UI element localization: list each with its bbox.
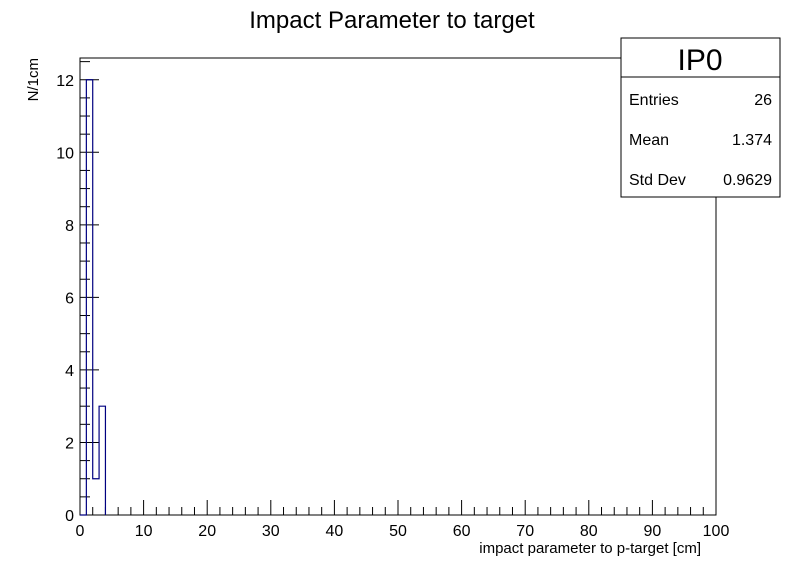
stats-entries-label: Entries <box>629 92 679 109</box>
x-tick-label: 60 <box>453 523 471 540</box>
stats-stddev-value: 0.9629 <box>723 172 772 189</box>
y-tick-label: 10 <box>56 145 74 162</box>
x-tick-label: 80 <box>580 523 598 540</box>
y-tick-label: 2 <box>65 435 74 452</box>
y-axis-title: N/1cm <box>25 58 42 101</box>
histogram-bin <box>93 479 99 515</box>
x-tick-label: 10 <box>135 523 153 540</box>
y-tick-label: 6 <box>65 290 74 307</box>
x-axis-title: impact parameter to p-target [cm] <box>479 540 701 557</box>
y-tick-label: 4 <box>65 363 74 380</box>
x-tick-label: 40 <box>326 523 344 540</box>
stats-stddev-label: Std Dev <box>629 172 686 189</box>
x-tick-label: 90 <box>644 523 662 540</box>
histogram-bin <box>99 406 105 515</box>
stats-box: IP0 Entries 26 Mean 1.374 Std Dev 0.9629 <box>621 38 780 197</box>
y-tick-label: 12 <box>56 73 74 90</box>
x-tick-label: 100 <box>703 523 730 540</box>
y-tick-label: 0 <box>65 508 74 525</box>
stats-mean-value: 1.374 <box>732 132 772 149</box>
chart-title: Impact Parameter to target <box>249 7 535 34</box>
x-axis: 0 10 20 30 40 50 60 70 80 90 100 <box>76 500 730 540</box>
stats-entries-value: 26 <box>754 92 772 109</box>
stats-box-name: IP0 <box>677 44 722 77</box>
y-tick-label: 8 <box>65 218 74 235</box>
x-tick-label: 20 <box>198 523 216 540</box>
stats-mean-label: Mean <box>629 132 669 149</box>
x-tick-label: 70 <box>516 523 534 540</box>
x-tick-label: 0 <box>76 523 85 540</box>
x-tick-label: 30 <box>262 523 280 540</box>
x-tick-label: 50 <box>389 523 407 540</box>
